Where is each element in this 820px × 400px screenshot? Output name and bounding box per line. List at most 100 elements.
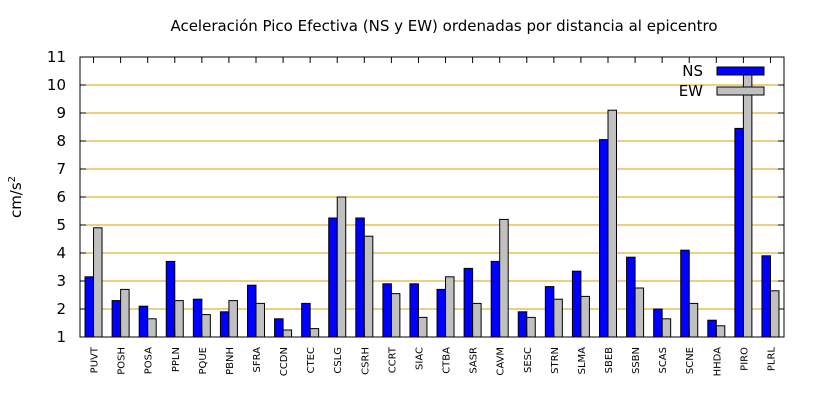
y-axis-label-base: cm/s	[7, 182, 25, 218]
bar-ns-csrh	[355, 217, 365, 338]
y-tick-label: 4	[56, 244, 66, 262]
bar-ns-siac	[409, 283, 419, 338]
y-tick-label: 7	[56, 160, 66, 178]
bar-ns-posa	[138, 305, 149, 338]
bar-ew-sfra	[255, 302, 265, 338]
x-axis-ticks: PUVT POSH POSA PPLN PQUE PBNH SFRA CCDN CTEC CSLG…	[90, 57, 777, 377]
bar-ew-puvt	[93, 227, 103, 338]
x-tick-label: SFRA	[252, 347, 263, 373]
bar-ns-scne	[680, 249, 690, 338]
x-tick-label: SESC	[523, 347, 534, 373]
bar-ns-hhda	[707, 319, 717, 338]
x-tick-label: HHDA	[712, 347, 723, 377]
bar-ns-pbnh	[219, 311, 230, 338]
x-tick-label: PQUE	[198, 347, 209, 375]
bar-ew-scas	[661, 318, 672, 338]
y-tick-label: 1	[56, 328, 66, 346]
legend-label-ns: NS	[682, 62, 703, 80]
plot-frame	[79, 56, 785, 338]
bar-ns-strn	[544, 286, 555, 338]
legend-swatch-ns	[716, 66, 765, 76]
bar-ew-posh	[120, 288, 130, 338]
bar-ns-cavm	[490, 260, 501, 338]
y-tick-label: 10	[47, 76, 66, 94]
bar-ew-ppln	[174, 300, 184, 338]
x-tick-label: PPLN	[171, 347, 182, 372]
y-tick-label: 9	[56, 104, 66, 122]
bar-ns-posh	[111, 300, 122, 338]
x-tick-label: SBEB	[604, 347, 615, 374]
x-tick-label: SSBN	[631, 347, 642, 374]
x-tick-label: SASR	[469, 347, 480, 374]
bar-ew-ctec	[309, 328, 320, 338]
bar-ns-ctba	[436, 288, 447, 338]
legend: NS EW	[679, 62, 765, 100]
bar-ew-ctba	[445, 276, 455, 338]
x-tick-label: PIRO	[739, 347, 750, 371]
bar-ns-ppln	[165, 260, 176, 338]
x-tick-label: CSRH	[360, 347, 371, 375]
bar-ns-piro	[734, 127, 744, 338]
chart-title: Aceleración Pico Efectiva (NS y EW) orde…	[170, 17, 717, 35]
bar-ew-csrh	[363, 235, 374, 338]
bar-ew-slma	[580, 295, 590, 338]
x-tick-label: STRN	[550, 347, 561, 374]
bar-ns-plrl	[761, 255, 771, 338]
bar-ns-scas	[653, 308, 663, 338]
y-tick-label: 3	[56, 272, 66, 290]
gridlines	[80, 84, 784, 310]
x-tick-label: CTBA	[442, 347, 453, 374]
bar-ew-sesc	[526, 316, 536, 338]
bar-ew-piro	[742, 71, 753, 338]
bar-ew-sasr	[472, 302, 482, 338]
bar-ns-sasr	[463, 267, 474, 338]
y-tick-label: 11	[47, 48, 66, 66]
bar-ew-cavm	[499, 218, 509, 338]
bar-ns-sfra	[247, 284, 257, 338]
x-tick-label: SLMA	[577, 347, 588, 375]
bar-ew-sbeb	[607, 109, 617, 338]
x-tick-label: POSH	[117, 347, 128, 375]
x-tick-label: SIAC	[414, 347, 425, 370]
bar-ew-pbnh	[228, 300, 238, 338]
bar-ns-ccrt	[382, 283, 392, 338]
x-tick-label: CCDN	[279, 347, 290, 376]
x-tick-label: CSLG	[333, 347, 344, 374]
bar-ns-ccdn	[274, 318, 284, 338]
bar-ew-hhda	[715, 325, 726, 338]
bar-ns-slma	[571, 270, 582, 338]
x-tick-label: POSA	[144, 347, 155, 374]
bar-ew-siac	[417, 316, 428, 338]
legend-label-ew: EW	[679, 82, 703, 100]
y-tick-label: 5	[56, 216, 66, 234]
y-axis-label-exponent: 2	[7, 176, 18, 182]
bar-ew-posa	[147, 318, 157, 338]
bar-ew-cslg	[336, 196, 347, 338]
x-tick-label: SCAS	[658, 347, 669, 374]
bar-ew-strn	[553, 298, 563, 338]
bars	[84, 71, 780, 338]
bar-ns-ctec	[301, 302, 311, 338]
bar-ns-sesc	[517, 311, 528, 338]
legend-swatch-ew	[716, 86, 765, 96]
y-axis-label: cm/s2	[7, 176, 25, 218]
bar-ns-sbeb	[599, 139, 609, 338]
x-tick-label: PLRL	[766, 347, 777, 372]
bar-ew-ccrt	[390, 293, 401, 338]
y-tick-label: 8	[56, 132, 66, 150]
x-tick-label: CTEC	[306, 347, 317, 373]
x-tick-label: CCRT	[387, 346, 398, 373]
x-tick-label: PUVT	[90, 346, 101, 373]
bar-ew-ssbn	[634, 287, 645, 338]
bar-ns-puvt	[84, 276, 95, 338]
bar-ew-pque	[201, 314, 211, 338]
y-tick-label: 6	[56, 188, 66, 206]
bar-ns-ssbn	[626, 256, 636, 338]
bar-ew-ccdn	[282, 329, 293, 338]
x-tick-label: SCNE	[685, 347, 696, 374]
bar-ew-scne	[688, 302, 699, 338]
y-tick-label: 2	[56, 300, 66, 318]
bar-ns-cslg	[328, 217, 338, 338]
x-tick-label: CAVM	[496, 347, 507, 376]
